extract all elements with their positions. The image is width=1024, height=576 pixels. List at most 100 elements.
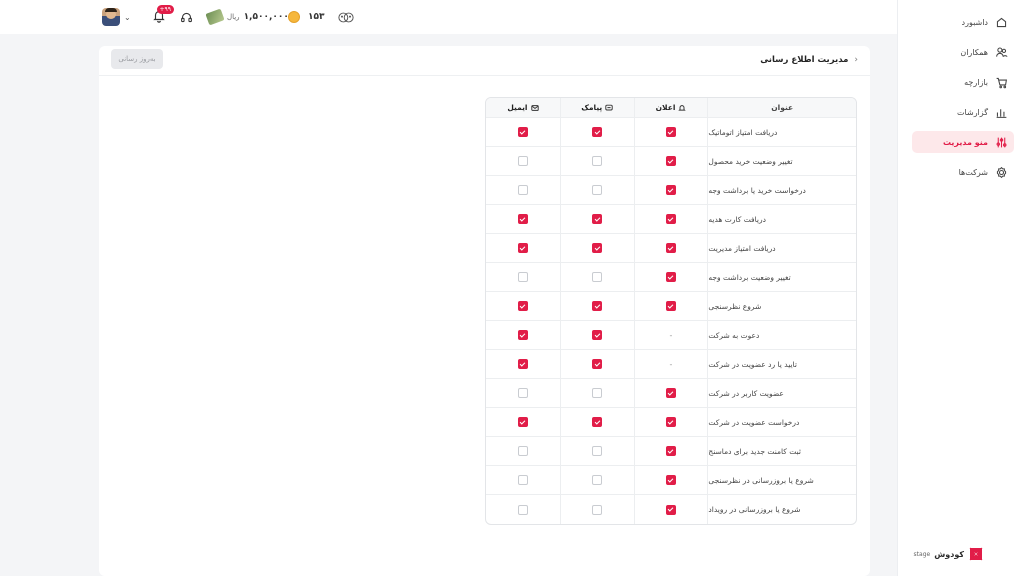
cell-email — [486, 234, 560, 262]
sms-checkbox[interactable] — [592, 272, 603, 282]
sms-checkbox[interactable] — [592, 156, 603, 166]
cell-notification — [633, 118, 708, 146]
sidebar-item-companies[interactable]: شرکت‌ها — [912, 161, 1014, 183]
email-checkbox[interactable] — [517, 127, 528, 137]
email-checkbox[interactable] — [517, 417, 528, 427]
bell-icon[interactable]: +۹۹ — [152, 5, 174, 25]
update-button[interactable]: به‌روز رسانی — [111, 49, 163, 69]
cell-email — [486, 263, 560, 291]
chevron-down-icon[interactable]: ⌄ — [124, 12, 131, 22]
notification-checkbox[interactable] — [665, 301, 676, 311]
row-title: درخواست عضویت در شرکت — [707, 408, 856, 436]
cell-email — [486, 379, 560, 407]
cell-sms — [559, 176, 634, 204]
sidebar-item-label: همکاران — [960, 47, 988, 57]
table-row: ثبت کامنت جدید برای دماسنج — [486, 437, 856, 466]
email-checkbox[interactable] — [517, 185, 528, 195]
sms-checkbox[interactable] — [592, 359, 603, 369]
email-checkbox[interactable] — [517, 243, 528, 253]
row-title: درخواست خرید یا برداشت وجه — [707, 176, 856, 204]
header-email: ایمیل — [486, 98, 560, 117]
brand-logo: stage کودوش — [914, 546, 984, 562]
cell-notification — [633, 408, 708, 436]
cell-email — [486, 205, 560, 233]
email-checkbox[interactable] — [517, 388, 528, 398]
cell-notification — [633, 176, 708, 204]
notification-checkbox[interactable] — [665, 272, 676, 282]
notification-checkbox[interactable] — [665, 127, 676, 137]
email-checkbox[interactable] — [517, 156, 528, 166]
sms-checkbox[interactable] — [592, 504, 603, 515]
users-icon — [994, 45, 1008, 59]
cell-sms — [559, 263, 634, 291]
table-row: عضویت کاربر در شرکت — [486, 379, 856, 408]
table-row: تایید یا رد عضویت در شرکت - — [486, 350, 856, 379]
cell-sms — [559, 292, 634, 320]
cell-sms — [559, 350, 634, 378]
row-title: شروع نظرسنجی — [707, 292, 856, 320]
notification-checkbox[interactable] — [665, 156, 676, 166]
email-checkbox[interactable] — [517, 475, 528, 485]
header-notification-label: اعلان — [655, 103, 676, 112]
notification-checkbox[interactable] — [665, 214, 676, 224]
page-title: ‹ مدیریت اطلاع رسانی — [760, 55, 858, 65]
email-checkbox[interactable] — [517, 214, 528, 224]
money-icon — [205, 8, 225, 26]
sms-checkbox[interactable] — [592, 475, 603, 485]
notification-checkbox[interactable] — [665, 185, 676, 195]
email-checkbox[interactable] — [517, 330, 528, 340]
sms-checkbox[interactable] — [592, 388, 603, 398]
sidebar-item-admin-menu[interactable]: منو مدیریت — [912, 131, 1014, 153]
emoji-button[interactable] — [338, 0, 354, 34]
sidebar-item-label: داشبورد — [961, 17, 988, 27]
sidebar-item-label: گزارشات — [957, 107, 988, 117]
empty-dash: - — [669, 359, 673, 369]
email-checkbox[interactable] — [517, 359, 528, 369]
row-title: دریافت امتیاز اتوماتیک — [707, 118, 856, 146]
notification-checkbox[interactable] — [665, 446, 676, 456]
email-checkbox[interactable] — [517, 504, 528, 515]
notifications[interactable]: +۹۹ — [152, 0, 174, 34]
email-checkbox[interactable] — [517, 301, 528, 311]
row-title: شروع یا بروزرسانی در نظرسنجی — [707, 466, 856, 494]
chevron-right-icon[interactable]: ‹ — [854, 55, 858, 65]
notification-checkbox[interactable] — [665, 417, 676, 427]
sms-checkbox[interactable] — [592, 127, 603, 137]
sidebar-item-colleagues[interactable]: همکاران — [912, 41, 1014, 63]
avatar[interactable] — [102, 8, 120, 26]
notification-checkbox[interactable] — [665, 475, 676, 485]
notification-checkbox[interactable] — [665, 243, 676, 253]
cell-email — [486, 176, 560, 204]
notification-checkbox[interactable] — [665, 388, 676, 398]
headset-icon[interactable] — [180, 11, 193, 24]
emoji-icon[interactable] — [338, 11, 354, 24]
sms-checkbox[interactable] — [592, 214, 603, 224]
notification-checkbox[interactable] — [665, 504, 676, 515]
sidebar-item-label: شرکت‌ها — [958, 167, 988, 177]
email-checkbox[interactable] — [517, 272, 528, 282]
logo-sub: stage — [913, 550, 931, 558]
sidebar-item-market[interactable]: بازارچه — [912, 71, 1014, 93]
sms-checkbox[interactable] — [592, 446, 603, 456]
mail-icon — [530, 104, 539, 111]
sms-checkbox[interactable] — [592, 185, 603, 195]
currency-label: ریال — [227, 13, 240, 21]
sms-checkbox[interactable] — [592, 330, 603, 340]
sidebar-item-dashboard[interactable]: داشبورد — [912, 11, 1014, 33]
user-menu[interactable]: ⌄ — [102, 0, 131, 34]
sms-checkbox[interactable] — [592, 417, 603, 427]
sms-checkbox[interactable] — [592, 243, 603, 253]
cell-sms — [559, 205, 634, 233]
email-checkbox[interactable] — [517, 446, 528, 456]
sms-checkbox[interactable] — [592, 301, 603, 311]
row-title: دریافت کارت هدیه — [707, 205, 856, 233]
sidebar-item-reports[interactable]: گزارشات — [912, 101, 1014, 123]
cell-notification — [633, 263, 708, 291]
cell-sms — [559, 147, 634, 175]
message-icon — [605, 104, 613, 110]
support[interactable] — [180, 0, 193, 34]
cell-email — [486, 408, 560, 436]
main-card: ‹ مدیریت اطلاع رسانی به‌روز رسانی عنوان … — [99, 46, 870, 576]
cell-sms — [559, 408, 634, 436]
sidebar: داشبورد همکاران بازارچه گزارشات منو مدیر… — [897, 0, 1024, 576]
